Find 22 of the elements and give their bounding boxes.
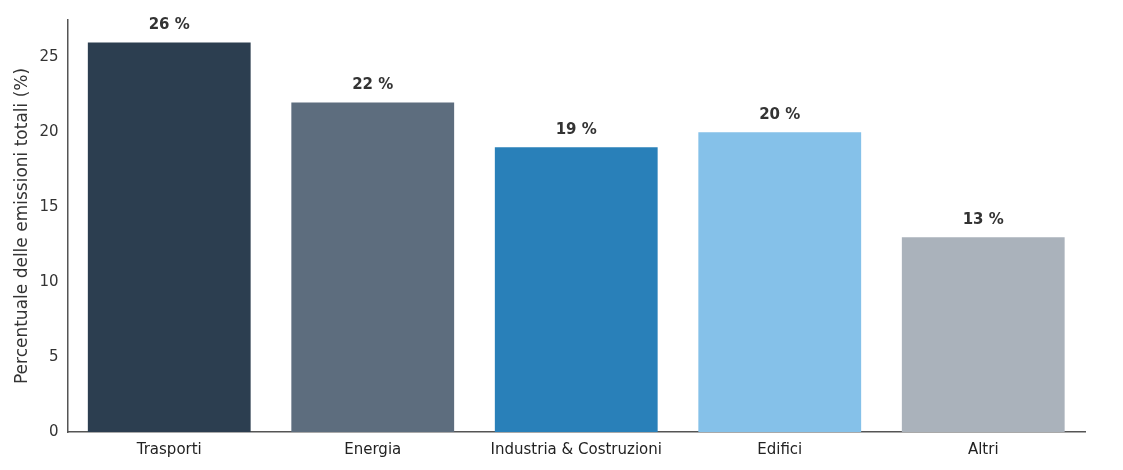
x-tick-label: Edifici — [757, 439, 803, 458]
y-axis-title: Percentuale delle emissioni totali (%) — [10, 67, 31, 385]
data-label: 13 % — [962, 209, 1004, 228]
x-tick-label: Trasporti — [135, 439, 202, 458]
y-tick-label: 10 — [39, 272, 59, 291]
x-tick-label: Industria & Costruzioni — [490, 439, 662, 458]
bar — [901, 237, 1065, 432]
bar — [87, 42, 251, 432]
y-tick-label: 0 — [48, 421, 59, 440]
y-tick-label: 20 — [39, 122, 59, 141]
y-tick-label: 25 — [39, 47, 59, 66]
y-tick-label: 5 — [48, 346, 59, 365]
data-label: 19 % — [555, 119, 597, 138]
y-tick-label: 15 — [39, 197, 59, 216]
data-label: 22 % — [352, 74, 394, 93]
bar — [291, 102, 455, 432]
data-label: 26 % — [148, 14, 190, 33]
bar — [698, 132, 862, 432]
data-label: 20 % — [759, 104, 801, 123]
bar — [494, 147, 658, 432]
x-tick-label: Altri — [967, 439, 999, 458]
x-tick-label: Energia — [344, 439, 402, 458]
